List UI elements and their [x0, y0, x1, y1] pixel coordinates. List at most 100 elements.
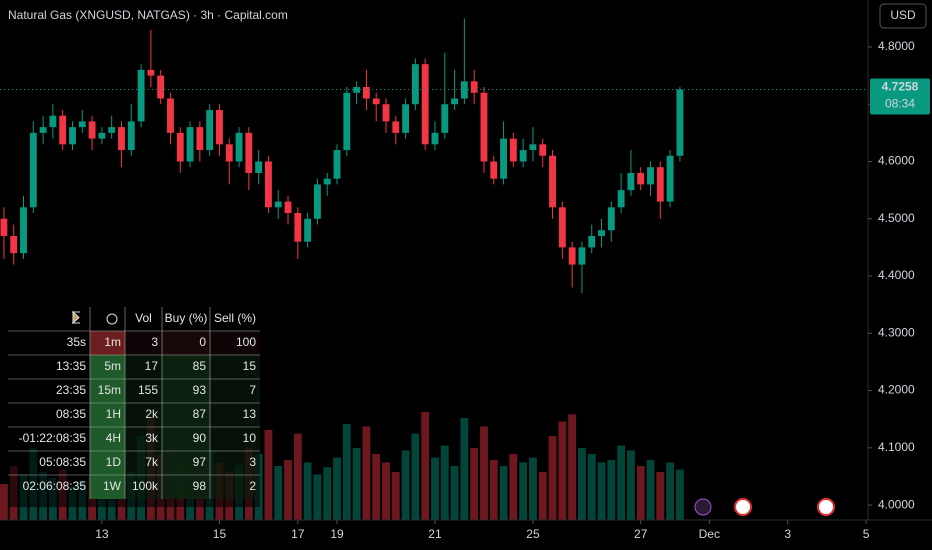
value-cell [162, 403, 210, 427]
candle-body [118, 127, 125, 151]
volume-bar [303, 462, 312, 520]
flag-icon[interactable] [817, 498, 835, 516]
candle-body [274, 201, 282, 208]
table-cell: 1D [106, 455, 122, 469]
volume-bar [411, 433, 420, 520]
hourglass-icon [72, 310, 80, 325]
candle-body [245, 132, 253, 173]
chart-title: Natural Gas (XNGUSD, NATGAS) · 3h · Capi… [8, 8, 288, 22]
y-tick-label: 4.1000 [878, 440, 915, 454]
volume-bar [578, 448, 586, 520]
x-tick-label: 13 [95, 527, 109, 541]
table-cell: 4H [106, 431, 121, 445]
volume-bar [509, 454, 518, 520]
candle-body [313, 184, 321, 219]
volume-bar [401, 450, 410, 520]
volume-bar [440, 445, 449, 520]
value-cell [125, 475, 162, 499]
candle-body [69, 127, 76, 145]
table-cell: 1m [104, 335, 121, 349]
volume-bar [568, 414, 577, 520]
candle-body [666, 155, 674, 202]
value-cell [125, 331, 162, 355]
value-cell [125, 403, 162, 427]
volume-bar [636, 466, 645, 520]
candle-body [558, 207, 566, 248]
table-cell: 2k [145, 407, 159, 421]
candle-body [549, 155, 556, 208]
y-tick-label: 4.8000 [878, 39, 915, 53]
candle-body [304, 218, 312, 242]
candle-body [235, 132, 243, 162]
event-icon[interactable] [694, 498, 712, 516]
x-tick-label: 21 [428, 527, 442, 541]
value-cell [210, 331, 260, 355]
candle-body [186, 127, 194, 162]
value-cell [162, 451, 210, 475]
volume-bar [352, 448, 361, 520]
candle-body [88, 121, 96, 139]
candle-body [627, 172, 635, 191]
candle-body [647, 167, 654, 185]
value-cell [162, 355, 210, 379]
table-cell: 15m [98, 383, 121, 397]
value-cell [210, 451, 260, 475]
value-cell [162, 331, 210, 355]
table-cell: -01:22:08:35 [19, 431, 87, 445]
x-tick-label: 15 [213, 527, 227, 541]
volume-bar [529, 457, 537, 520]
candle-body [539, 144, 547, 156]
volume-bar [342, 424, 351, 520]
candle-body [343, 92, 351, 151]
y-tick-label: 4.6000 [878, 154, 915, 168]
candle-body [509, 138, 517, 162]
timeframe-cell [90, 451, 125, 475]
candle-body [0, 218, 8, 236]
table-cell: 05:08:35 [39, 455, 86, 469]
table-header: Buy (%) [165, 311, 208, 325]
currency-button[interactable] [879, 3, 927, 29]
candle-body [10, 235, 18, 254]
flag-icon[interactable] [734, 498, 752, 516]
candle-body [333, 150, 341, 179]
candle-body [598, 230, 605, 236]
x-tick-label: 17 [291, 527, 305, 541]
volume-bar [470, 448, 479, 520]
candle-body [49, 115, 57, 128]
table-cell: 100 [236, 335, 256, 349]
volume-bar [548, 436, 557, 520]
x-tick-label: 25 [526, 527, 540, 541]
candle-body [176, 132, 184, 162]
candle-body [157, 75, 165, 99]
volume-bar [558, 421, 567, 520]
volume-bar [519, 462, 528, 520]
table-cell: 3 [249, 455, 256, 469]
candle-body [206, 109, 214, 151]
x-tick-label: 19 [330, 527, 344, 541]
candle-body [607, 207, 615, 231]
value-cell [210, 403, 260, 427]
candle-body [637, 172, 645, 185]
volume-bar [284, 460, 292, 520]
candle-body [108, 127, 116, 133]
value-cell [210, 355, 260, 379]
candle-body [225, 144, 233, 162]
table-cell: 10 [243, 431, 257, 445]
volume-bar [587, 454, 596, 520]
volume-bar [323, 467, 332, 520]
candle-body [411, 64, 419, 105]
candle-body [451, 98, 459, 105]
candle-body [78, 121, 86, 128]
candle-body [216, 109, 223, 145]
candle-body [392, 121, 400, 133]
volume-bar [313, 474, 322, 520]
candle-body [470, 81, 478, 93]
candle-body [588, 235, 596, 248]
table-cell: 13:35 [56, 359, 86, 373]
candle-body [137, 69, 145, 122]
y-tick-label: 4.2000 [878, 383, 915, 397]
candle-body [20, 207, 27, 254]
candle-body [147, 69, 155, 76]
candle-body [98, 132, 106, 139]
